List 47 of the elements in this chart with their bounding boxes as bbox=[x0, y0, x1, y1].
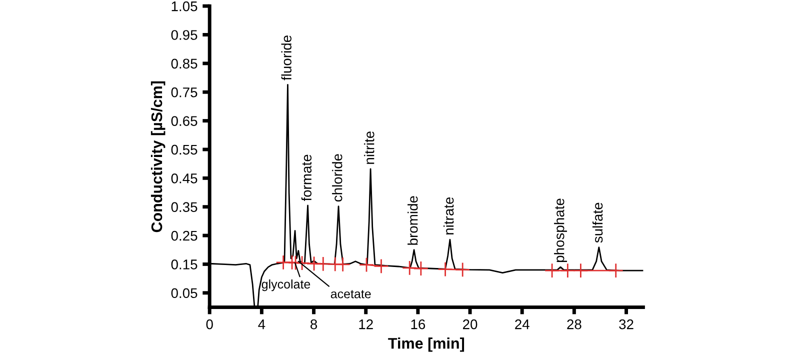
x-tick-label: 28 bbox=[567, 319, 582, 330]
annotation: nitrate bbox=[443, 197, 454, 234]
point bbox=[335, 256, 350, 272]
point bbox=[358, 257, 374, 272]
y-tick-label: 0.85 bbox=[171, 58, 198, 69]
x-tick-label: 12 bbox=[359, 319, 373, 330]
y-tick-label: 0.25 bbox=[171, 230, 198, 241]
point bbox=[316, 256, 331, 272]
point bbox=[608, 262, 624, 278]
x-tick-label: 16 bbox=[411, 319, 426, 330]
point bbox=[413, 260, 429, 276]
x-tick-label: 0 bbox=[206, 319, 213, 330]
point bbox=[438, 262, 453, 278]
y-tick-label: 0.05 bbox=[171, 288, 198, 298]
x-tick-label: 4 bbox=[258, 320, 266, 330]
y-axis-title: Conductivity [µS/cm] bbox=[150, 81, 166, 232]
x-tick-label: 8 bbox=[310, 319, 318, 330]
annotation: acetate bbox=[330, 290, 371, 298]
x-tick-label: 20 bbox=[462, 319, 478, 330]
annotation: phosphate bbox=[554, 198, 567, 262]
y-tick-label: 0.15 bbox=[171, 260, 198, 270]
x-tick-label: 24 bbox=[515, 319, 530, 330]
y-tick-label: 0.45 bbox=[171, 173, 198, 184]
point bbox=[374, 258, 389, 274]
annotation: chloride bbox=[332, 154, 342, 202]
x-tick-label: 32 bbox=[619, 319, 634, 330]
point bbox=[560, 262, 576, 278]
point bbox=[288, 255, 304, 270]
x-axis-title: Time [min] bbox=[388, 338, 464, 352]
annotation: glycolate bbox=[262, 279, 310, 292]
point bbox=[454, 262, 470, 278]
point bbox=[327, 256, 343, 272]
annotation: fluoride bbox=[281, 36, 292, 80]
y-tick-label: 1.05 bbox=[172, 1, 198, 12]
y-tick-label: 0.65 bbox=[171, 116, 198, 126]
annotation: nitrite bbox=[364, 131, 374, 164]
y-tick-label: 0.35 bbox=[171, 202, 198, 212]
annotation: sulfate bbox=[592, 202, 603, 243]
y-tick-label: 0.75 bbox=[171, 87, 198, 98]
point bbox=[573, 262, 588, 278]
point bbox=[294, 255, 310, 271]
point bbox=[402, 260, 418, 276]
y-tick-label: 0.55 bbox=[171, 144, 198, 155]
point bbox=[544, 262, 560, 278]
annotation: bromide bbox=[408, 196, 418, 245]
y-tick-label: 0.95 bbox=[171, 30, 198, 40]
annotation: formate bbox=[301, 154, 312, 202]
